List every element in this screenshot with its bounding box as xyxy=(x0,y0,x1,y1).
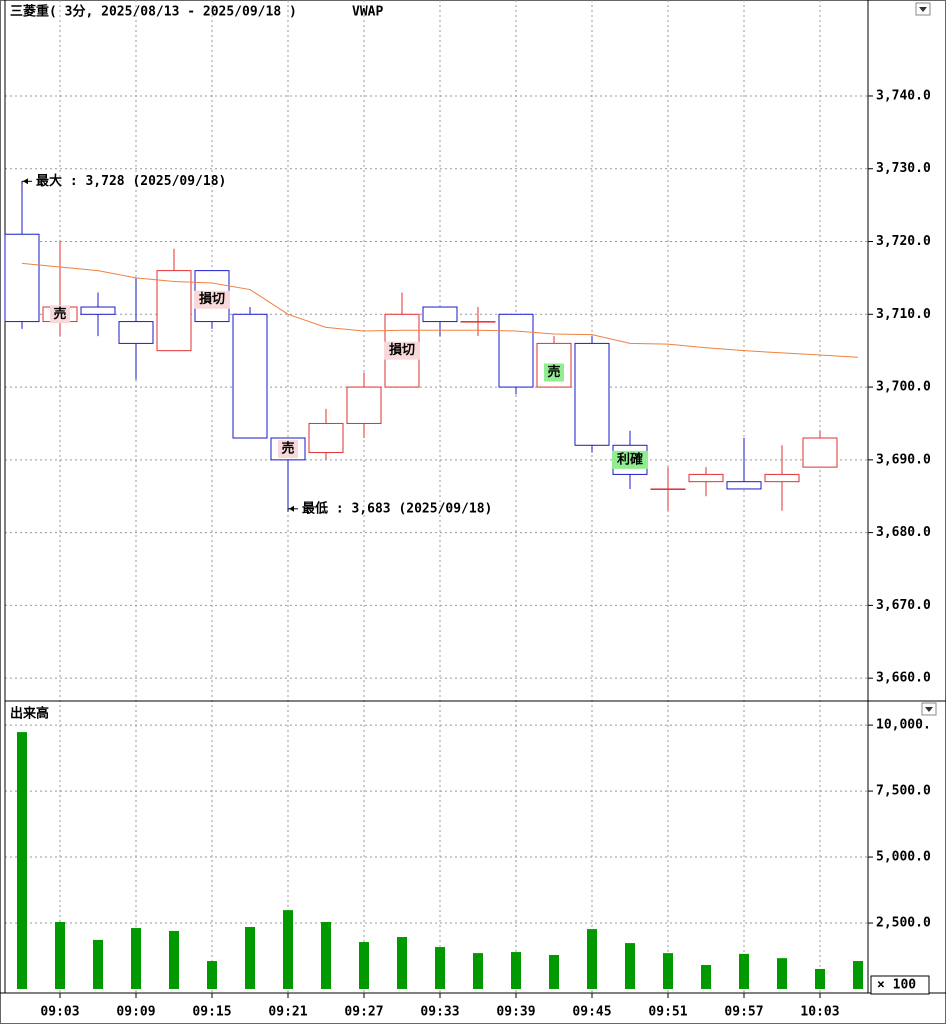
candle-body xyxy=(232,313,268,439)
x-tick-label: 09:15 xyxy=(192,1005,231,1020)
signal-bg xyxy=(544,363,564,382)
y-tick-label: 10,000. xyxy=(876,718,931,733)
x-tick-label: 09:45 xyxy=(572,1005,611,1020)
x-tick-label: 09:33 xyxy=(420,1005,459,1020)
volume-bar xyxy=(511,952,521,989)
candle-body xyxy=(422,306,458,323)
volume-bar xyxy=(587,929,597,989)
annotation-arrow xyxy=(289,505,294,512)
y-tick-label: 7,500.0 xyxy=(876,784,931,799)
candle-body xyxy=(498,313,534,388)
y-tick-label: 3,720.0 xyxy=(876,234,931,249)
volume-bar xyxy=(777,958,787,989)
signal-label: 損切 xyxy=(389,342,415,358)
volume-bar xyxy=(853,961,863,989)
candle-body xyxy=(726,481,762,490)
volume-bar xyxy=(663,953,673,989)
signal-label: 売 xyxy=(53,306,66,322)
volume-bar xyxy=(359,942,369,989)
dropdown[interactable] xyxy=(915,2,931,16)
volume-bar xyxy=(245,926,255,989)
signal-bg xyxy=(50,305,70,324)
y-tick-label: 3,710.0 xyxy=(876,307,931,322)
y-tick-label: 3,730.0 xyxy=(876,161,931,176)
candle-body xyxy=(118,321,154,344)
volume-bar xyxy=(397,937,407,989)
x-tick-label: 10:03 xyxy=(800,1005,839,1020)
volume-bar xyxy=(93,939,103,989)
volume-bar xyxy=(473,953,483,989)
volume-bar xyxy=(625,943,635,989)
volume-bar xyxy=(207,961,217,989)
chart-title: 三菱重( 3分, 2025/08/13 - 2025/09/18 ) xyxy=(10,4,297,20)
unit-box xyxy=(870,975,930,995)
x-tick-label: 09:03 xyxy=(40,1005,79,1020)
volume-bar xyxy=(435,947,445,989)
y-tick-label: 3,670.0 xyxy=(876,598,931,613)
dropdown[interactable] xyxy=(921,702,937,716)
annotation-arrow xyxy=(23,178,28,185)
y-tick-label: 3,680.0 xyxy=(876,525,931,540)
volume-bar xyxy=(283,910,293,989)
candle-body xyxy=(346,386,382,424)
y-tick-label: 3,700.0 xyxy=(876,380,931,395)
annotation-label: 最低 : 3,683 (2025/09/18) xyxy=(302,500,492,516)
y-tick-label: 3,660.0 xyxy=(876,671,931,686)
signal-label: 売 xyxy=(281,440,294,456)
volume-bar xyxy=(131,928,141,989)
candle-body xyxy=(802,437,838,468)
candle-body xyxy=(650,488,686,490)
x-tick-label: 09:51 xyxy=(648,1005,687,1020)
volume-bar xyxy=(169,930,179,989)
legend-entry: VWAP xyxy=(352,5,383,20)
x-tick-label: 09:39 xyxy=(496,1005,535,1020)
volume-bar xyxy=(739,953,749,989)
x-tick-label: 09:09 xyxy=(116,1005,155,1020)
annotation-label: 最大 : 3,728 (2025/09/18) xyxy=(36,173,226,189)
candle-body xyxy=(764,473,800,483)
signal-bg xyxy=(194,290,230,309)
candle-body xyxy=(308,422,344,454)
vwap-line xyxy=(21,262,859,358)
x-tick-label: 09:57 xyxy=(724,1005,763,1020)
panel-title: 出来高 xyxy=(10,706,49,722)
y-tick-label: 2,500.0 xyxy=(876,916,931,931)
signal-bg xyxy=(278,439,298,458)
candle-body xyxy=(460,321,496,323)
candle-body xyxy=(156,270,192,352)
volume-bar xyxy=(701,964,711,989)
y-tick-label: 3,740.0 xyxy=(876,88,931,103)
y-tick-label: 5,000.0 xyxy=(876,850,931,865)
signal-label: 売 xyxy=(547,364,560,380)
volume-bar xyxy=(549,954,559,989)
candle-body xyxy=(574,342,610,446)
signal-label: 利確 xyxy=(617,451,643,467)
x-tick-label: 09:27 xyxy=(344,1005,383,1020)
signal-label: 損切 xyxy=(199,291,225,307)
volume-bar xyxy=(17,732,27,989)
y-tick-label: 3,690.0 xyxy=(876,452,931,467)
volume-bar xyxy=(815,968,825,989)
volume-bar xyxy=(55,921,65,989)
signal-bg xyxy=(384,341,420,360)
signal-bg xyxy=(612,450,648,469)
candle-body xyxy=(80,306,116,315)
x-tick-label: 09:21 xyxy=(268,1005,307,1020)
candle-body xyxy=(688,473,724,483)
volume-bar xyxy=(321,921,331,989)
candle-body xyxy=(4,233,40,323)
unit-label: × 100 xyxy=(877,978,916,993)
